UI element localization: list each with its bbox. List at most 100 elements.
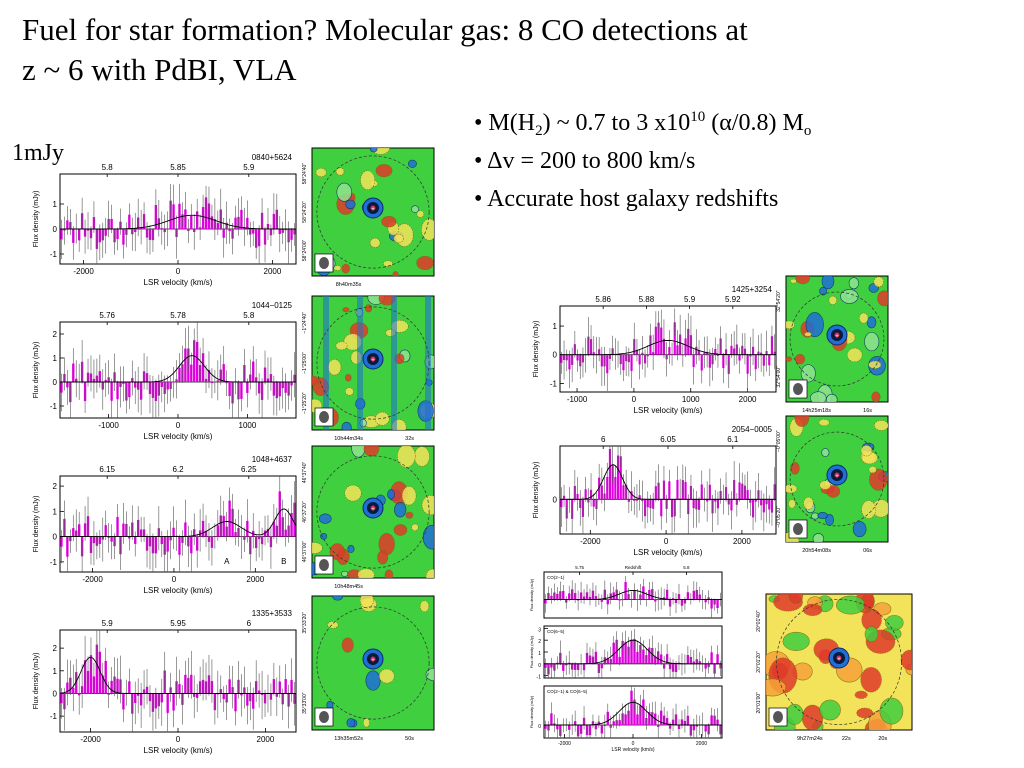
ra-tick-label: 06s [863, 548, 872, 554]
spectrum-combined: CO(2−1) & CO(6−5) -2000 0 2000 LSR velocity … [529, 685, 723, 753]
contour-blob [786, 320, 795, 330]
slide-title: Fuel for star formation? Molecular gas: … [22, 10, 1012, 90]
redshift-tick-label: 6.2 [172, 465, 184, 474]
beam-ellipse [793, 383, 803, 395]
x-tick-label: -2000 [73, 267, 94, 276]
source-cross: + [371, 207, 375, 213]
contour-blob [327, 621, 339, 629]
contour-blob [394, 502, 407, 518]
map-0840: +58°24'40" 58°24'20" 58°24'00" 8h40m35s [302, 147, 435, 288]
contour-blob [369, 148, 378, 153]
redshift-tick-label: 5.8 [243, 311, 255, 320]
dec-tick-label: 46°37'20" [302, 501, 308, 523]
spectrum-1048: 1048+4637 6.15 6.2 6.25 -2000 0 2000 LSR veloci… [33, 455, 297, 595]
contour-blob [805, 312, 824, 338]
redshift-tick-label: Redshift [625, 565, 642, 570]
x-tick-label: 0 [176, 267, 181, 276]
gaussian-fit [59, 656, 296, 694]
bullet-redshifts: • Accurate host galaxy redshifts [474, 186, 779, 212]
redshift-tick-label: 5.9 [684, 295, 696, 304]
map-panel-1335: +35°33'20" 35°33'00" 13h35m52s 50s [296, 594, 436, 742]
contour-blob [803, 496, 814, 510]
y-axis-label: Flux density (mJy) [33, 653, 40, 710]
x-tick-label: 0 [632, 395, 637, 404]
spectrum-channel [278, 491, 281, 537]
gaussian-fit [544, 589, 722, 601]
bullet-linewidth: • Δv = 200 to 800 km/s [474, 148, 696, 174]
contour-blob [421, 218, 434, 241]
redshift-tick-label: 6 [601, 435, 606, 444]
x-tick-label: -2000 [82, 575, 103, 584]
redshift-tick-label: 5.86 [595, 295, 611, 304]
contour-blob [809, 391, 827, 402]
bullet-linewidth-text: Δv = 200 to 800 km/s [487, 148, 696, 174]
contour-blob [861, 500, 876, 519]
x-axis-label: LSR velocity (km/s) [634, 406, 703, 415]
contour-blob [341, 570, 349, 577]
y-tick-label: 0 [538, 663, 541, 669]
contour-blob [835, 595, 866, 615]
bullet-mass-post: (α/0.8) M [705, 110, 804, 136]
source-label: 1425+3254 [732, 285, 773, 294]
primary-beam-circle [316, 306, 430, 420]
contour-blob [335, 341, 348, 351]
contour-blob [802, 603, 823, 616]
map-1044: + −1°24'40" −1°25'00" −1°25'20" 10h44m34s 32s [302, 295, 435, 442]
map-2054: + −0°05'00" −0°05'20" 20h54m08s 06s [776, 415, 889, 554]
map-panel-0840: +58°24'40" 58°24'20" 58°24'00" 8h40m35s [296, 146, 436, 288]
x-axis-label: LSR velocity (km/s) [611, 747, 654, 753]
contour-blob [782, 631, 810, 651]
source-peak [834, 472, 840, 478]
y-axis-label: Flux density (mJy) [533, 462, 540, 519]
source-peak [370, 505, 376, 511]
x-axis-label: LSR velocity (km/s) [144, 278, 213, 287]
x-tick-label: 0 [664, 537, 669, 546]
dec-tick-label: −1°25'00" [302, 352, 308, 374]
contour-blob [794, 353, 806, 365]
bullet-mass-sup: 10 [690, 109, 706, 125]
x-tick-label: -1000 [98, 421, 119, 430]
ra-tick-label: 10h44m34s [334, 436, 363, 442]
x-tick-label: -2000 [558, 741, 571, 747]
contour-blob [377, 550, 389, 565]
source-cross: + [371, 658, 375, 664]
contour-blob [819, 286, 827, 296]
contour-blob [369, 237, 381, 248]
y-tick-label: 1 [53, 200, 58, 209]
contour-blob [345, 199, 356, 210]
spectrum-panel-1335: 1335+3533 5.9 5.95 6 -2000 0 2000 LSR velocity … [30, 604, 300, 758]
redshift-tick-label: 5.8 [102, 163, 114, 172]
contour-blob [320, 532, 328, 540]
redshift-tick-label: 5.88 [639, 295, 655, 304]
y-tick-label: 1 [53, 667, 58, 676]
x-tick-label: 0 [632, 741, 635, 747]
source-cross: + [835, 474, 839, 480]
contour-blob [362, 717, 370, 728]
contour-blob [877, 290, 888, 307]
spectrum-panel-1048: 1048+4637 6.15 6.2 6.25 -2000 0 2000 LSR veloci… [30, 450, 300, 598]
x-tick-label: -1000 [567, 395, 588, 404]
y-tick-label: 0 [53, 533, 58, 542]
contour-blob [346, 718, 356, 728]
primary-beam-circle [316, 606, 430, 720]
contour-blob [795, 276, 810, 285]
y-tick-label: 0 [538, 724, 541, 730]
contour-blob [785, 703, 804, 725]
beam-ellipse [319, 711, 329, 723]
redshift-tick-label: 6.05 [660, 435, 676, 444]
y-axis-label: Flux density (mJy) [529, 578, 534, 611]
contour-blob [414, 446, 430, 467]
x-tick-label: 0 [176, 735, 181, 744]
contour-blob [401, 486, 417, 506]
sidelobe-stripe [357, 296, 363, 430]
gaussian-fit [560, 464, 776, 500]
plot-frame [543, 625, 723, 679]
y-tick-label: 1 [538, 651, 541, 657]
x-axis-label: LSR velocity (km/s) [634, 548, 703, 557]
plot-frame [59, 321, 297, 419]
source-label: 1048+4637 [252, 455, 293, 464]
dec-tick-label: 32°54'00" [776, 366, 782, 388]
spectrum-channel [228, 500, 231, 537]
component-label: B [281, 557, 286, 566]
contour-blob [333, 265, 342, 271]
